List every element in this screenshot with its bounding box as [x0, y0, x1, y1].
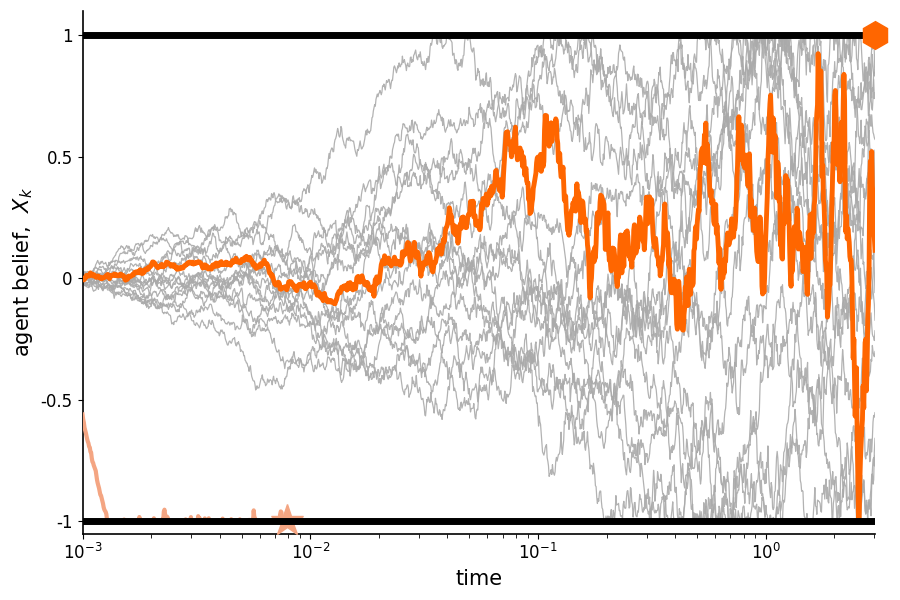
X-axis label: time: time — [455, 569, 502, 589]
Y-axis label: agent belief,  $X_k$: agent belief, $X_k$ — [11, 187, 35, 358]
